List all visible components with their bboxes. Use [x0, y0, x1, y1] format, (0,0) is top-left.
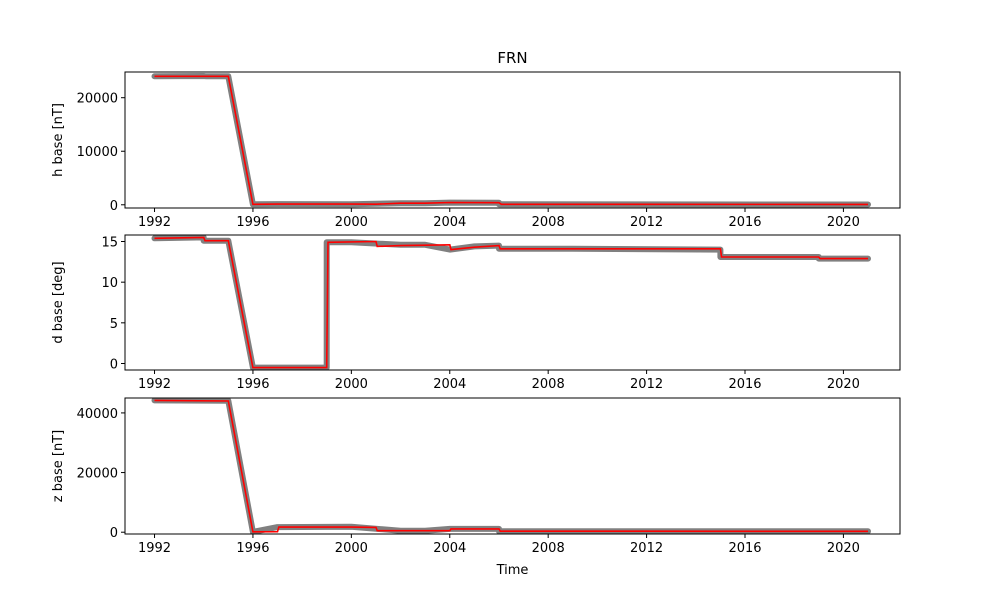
x-tick-label: 1992 — [138, 377, 171, 392]
baseline-line — [154, 236, 868, 369]
subplot-3: 1992 1996 2000 2004 2008 2012 2016 2020 0 20000 40… — [51, 397, 901, 578]
x-tick-label: 1996 — [236, 215, 269, 230]
x-tick-label: 2004 — [433, 377, 466, 392]
x-tick-label: 2020 — [827, 377, 860, 392]
y-tick-label: 20000 — [77, 92, 118, 107]
x-tick-label: 2004 — [433, 541, 466, 556]
x-tick-label: 2008 — [532, 215, 565, 230]
y-tick-label: 15 — [101, 236, 118, 251]
x-tick-label: 1992 — [138, 215, 171, 230]
x-tick-label: 2000 — [335, 541, 368, 556]
x-tick-label: 2008 — [532, 541, 565, 556]
y-axis-label: d base [deg] — [51, 261, 66, 343]
y-axis-label: h base [nT] — [51, 103, 66, 177]
y-tick-label: 10 — [101, 276, 118, 291]
x-tick-label: 2000 — [335, 215, 368, 230]
plot-area — [151, 73, 871, 208]
x-axis-label: Time — [496, 563, 529, 578]
y-tick-label: 0 — [110, 526, 118, 541]
x-tick-label: 2016 — [728, 377, 761, 392]
plot-area — [151, 398, 871, 534]
subplot-2: 1992 1996 2000 2004 2008 2012 2016 2020 0 5 10 15 d … — [51, 234, 901, 392]
y-tick-label: 20000 — [77, 467, 118, 482]
y-tick-label: 0 — [110, 357, 118, 372]
subplot-1: 1992 1996 2000 2004 2008 2012 2016 2020 0 10000 20… — [51, 71, 901, 230]
scatter-series — [151, 73, 871, 208]
x-tick-label: 1992 — [138, 541, 171, 556]
x-tick-label: 2000 — [335, 377, 368, 392]
x-tick-label: 2016 — [728, 215, 761, 230]
baseline-line — [154, 399, 869, 533]
y-tick-label: 10000 — [77, 145, 118, 160]
x-tick-label: 2020 — [827, 215, 860, 230]
baseline-line — [154, 75, 869, 206]
x-tick-label: 2016 — [728, 541, 761, 556]
x-tick-label: 2012 — [630, 377, 663, 392]
y-axis-label: z base [nT] — [51, 430, 66, 502]
chart-title: FRN — [497, 49, 527, 67]
scatter-series — [151, 398, 871, 534]
x-tick-label: 1996 — [236, 541, 269, 556]
axes-frame — [124, 71, 901, 209]
x-tick-label: 2004 — [433, 215, 466, 230]
x-tick-label: 2020 — [827, 541, 860, 556]
plot-area — [151, 235, 871, 370]
axes-frame — [124, 397, 901, 535]
x-tick-label: 2012 — [630, 541, 663, 556]
x-tick-label: 2012 — [630, 215, 663, 230]
y-tick-label: 5 — [110, 317, 118, 332]
y-tick-label: 40000 — [77, 407, 118, 422]
x-tick-label: 2008 — [532, 377, 565, 392]
y-tick-label: 0 — [110, 199, 118, 214]
x-tick-label: 1996 — [236, 377, 269, 392]
axes-frame — [124, 234, 901, 371]
